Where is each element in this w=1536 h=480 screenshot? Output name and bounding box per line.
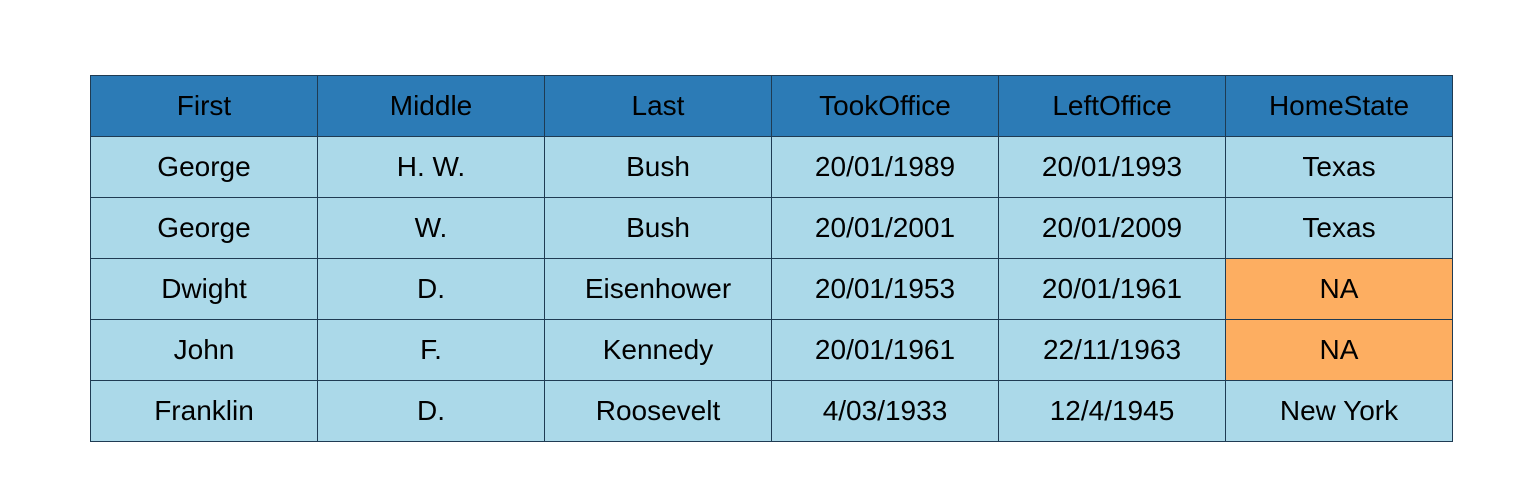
- table-cell: H. W.: [317, 136, 545, 198]
- table-cell: Bush: [544, 197, 772, 259]
- table-cell: 20/01/2001: [771, 197, 999, 259]
- table-cell: 20/01/1953: [771, 258, 999, 320]
- table-cell: Franklin: [90, 380, 318, 442]
- table-cell: 20/01/1961: [998, 258, 1226, 320]
- table-cell: Bush: [544, 136, 772, 198]
- table-cell: 4/03/1933: [771, 380, 999, 442]
- table-row: George H. W. Bush 20/01/1989 20/01/1993 …: [90, 136, 1453, 198]
- column-header-took-office: TookOffice: [771, 75, 999, 137]
- presidents-table: First Middle Last TookOffice LeftOffice …: [90, 75, 1453, 442]
- table-cell: George: [90, 136, 318, 198]
- table-cell: 20/01/1961: [771, 319, 999, 381]
- table-cell: Roosevelt: [544, 380, 772, 442]
- table-row: Franklin D. Roosevelt 4/03/1933 12/4/194…: [90, 380, 1453, 442]
- table-cell-missing: NA: [1225, 319, 1453, 381]
- table-cell: 22/11/1963: [998, 319, 1226, 381]
- table-cell: Texas: [1225, 136, 1453, 198]
- table-cell: 12/4/1945: [998, 380, 1226, 442]
- column-header-home-state: HomeState: [1225, 75, 1453, 137]
- header-row: First Middle Last TookOffice LeftOffice …: [90, 75, 1453, 137]
- column-header-last: Last: [544, 75, 772, 137]
- table-cell: 20/01/1989: [771, 136, 999, 198]
- column-header-middle: Middle: [317, 75, 545, 137]
- table-body: George H. W. Bush 20/01/1989 20/01/1993 …: [90, 136, 1453, 442]
- table-cell: 20/01/2009: [998, 197, 1226, 259]
- table-row: George W. Bush 20/01/2001 20/01/2009 Tex…: [90, 197, 1453, 259]
- table-cell: F.: [317, 319, 545, 381]
- table-cell: W.: [317, 197, 545, 259]
- column-header-first: First: [90, 75, 318, 137]
- table-header: First Middle Last TookOffice LeftOffice …: [90, 75, 1453, 137]
- table-cell: John: [90, 319, 318, 381]
- table-cell: Kennedy: [544, 319, 772, 381]
- table-cell: Eisenhower: [544, 258, 772, 320]
- table-cell: George: [90, 197, 318, 259]
- column-header-left-office: LeftOffice: [998, 75, 1226, 137]
- table-cell-missing: NA: [1225, 258, 1453, 320]
- table-cell: Texas: [1225, 197, 1453, 259]
- table-row: John F. Kennedy 20/01/1961 22/11/1963 NA: [90, 319, 1453, 381]
- table-cell: D.: [317, 258, 545, 320]
- table-cell: 20/01/1993: [998, 136, 1226, 198]
- table-cell: New York: [1225, 380, 1453, 442]
- table-row: Dwight D. Eisenhower 20/01/1953 20/01/19…: [90, 258, 1453, 320]
- table-cell: D.: [317, 380, 545, 442]
- table-cell: Dwight: [90, 258, 318, 320]
